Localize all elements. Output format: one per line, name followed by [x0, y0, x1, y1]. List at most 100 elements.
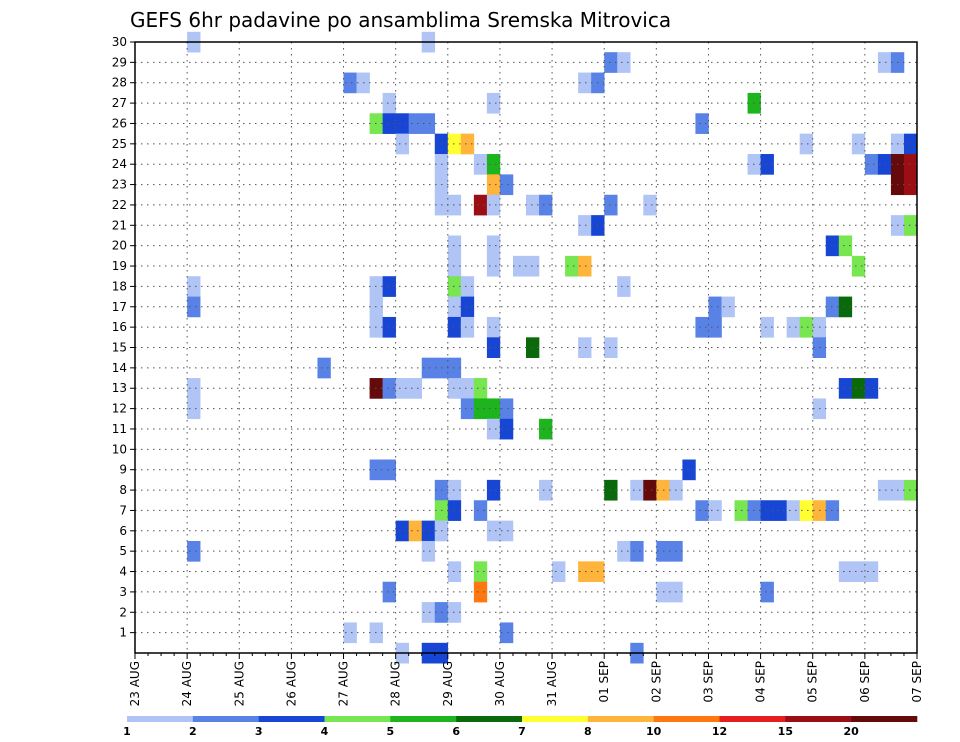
heatmap-cell [460, 133, 475, 155]
y-tick-label: 25 [112, 137, 127, 151]
colorbar-swatch [192, 716, 259, 722]
y-tick-label: 13 [112, 381, 127, 395]
heatmap-cell [851, 133, 866, 155]
x-tick-label: 03 SEP [701, 661, 715, 703]
x-tick-label: 07 SEP [910, 661, 924, 703]
colorbar-label: 2 [189, 725, 197, 738]
heatmap-cell [903, 215, 918, 236]
y-tick-label: 5 [119, 544, 127, 558]
y-tick-label: 30 [112, 35, 127, 49]
colorbar-swatch [324, 716, 391, 722]
heatmap-cell [526, 255, 540, 277]
x-tick-label: 30 AUG [493, 661, 507, 706]
heatmap-cell [382, 92, 396, 114]
heatmap-cell [421, 357, 436, 379]
heatmap-cell [656, 581, 670, 603]
heatmap-cell [604, 337, 618, 358]
heatmap-cell [864, 378, 879, 399]
x-tick-label: 29 AUG [441, 661, 455, 706]
heatmap-cell [708, 296, 722, 318]
heatmap-cell [851, 378, 866, 399]
heatmap-cell [187, 398, 201, 420]
heatmap-cell [486, 194, 501, 216]
y-tick-label: 19 [112, 259, 127, 273]
x-tick-label: 04 SEP [754, 661, 768, 703]
heatmap-cell [799, 316, 814, 338]
heatmap-cell [539, 418, 553, 440]
heatmap-cell [578, 215, 592, 236]
y-tick-label: 17 [112, 300, 127, 314]
heatmap-cell [486, 255, 501, 277]
x-tick-label: 05 SEP [806, 661, 820, 703]
heatmap-cell [382, 113, 396, 134]
x-tick-label: 28 AUG [389, 661, 403, 706]
heatmap-cell [460, 276, 475, 297]
heatmap-cell [460, 378, 475, 399]
heatmap-cell [473, 561, 488, 583]
heatmap-cell [382, 316, 396, 338]
heatmap-cell [604, 194, 618, 216]
heatmap-cell [473, 154, 488, 175]
heatmap-cell [395, 378, 409, 399]
heatmap-cell [499, 520, 514, 542]
heatmap-cell [187, 296, 201, 318]
heatmap-cell [721, 296, 735, 318]
heatmap-cell [695, 113, 709, 134]
colorbar-label: 4 [321, 725, 329, 738]
heatmap-cell [382, 276, 396, 297]
x-tick-label: 24 AUG [180, 661, 194, 706]
heatmap-cell [421, 520, 436, 542]
x-tick-label: 02 SEP [649, 661, 663, 703]
y-tick-label: 20 [112, 239, 127, 253]
colorbar-swatch [785, 716, 852, 722]
heatmap-cell [708, 316, 722, 338]
heatmap-cell [760, 154, 774, 175]
colorbar-swatch [390, 716, 457, 722]
heatmap-cell [786, 316, 800, 338]
heatmap-cell [682, 459, 696, 481]
heatmap-cell [473, 194, 488, 216]
y-tick-label: 22 [112, 198, 127, 212]
heatmap-cell [630, 479, 644, 501]
heatmap-cell [760, 316, 774, 338]
colorbar-swatch [653, 716, 720, 722]
heatmap-cell [786, 500, 800, 521]
heatmap-cell [656, 540, 670, 562]
y-tick-label: 10 [112, 442, 127, 456]
heatmap-cell [486, 520, 501, 542]
heatmap-cells [187, 31, 918, 664]
heatmap-cell [526, 337, 540, 358]
heatmap-cell [838, 235, 853, 257]
x-tick-label: 06 SEP [858, 661, 872, 703]
heatmap-cell [395, 113, 409, 134]
colorbar-swatch [258, 716, 325, 722]
colorbar-swatch [851, 716, 918, 722]
colorbar-label: 12 [712, 725, 727, 738]
colorbar-label: 1 [123, 725, 131, 738]
heatmap-cell [708, 500, 722, 521]
heatmap-cell [552, 561, 566, 583]
colorbar-swatch [456, 716, 523, 722]
colorbar-label: 20 [844, 725, 860, 738]
x-tick-label: 25 AUG [232, 661, 246, 706]
heatmap-cell [486, 398, 501, 420]
y-tick-label: 6 [119, 524, 127, 538]
colorbar-label: 7 [518, 725, 526, 738]
colorbar-label: 6 [452, 725, 460, 738]
heatmap-cell [486, 337, 501, 358]
heatmap-cell [499, 418, 514, 440]
heatmap-cell [473, 500, 488, 521]
colorbar-swatch [587, 716, 654, 722]
heatmap-cell [864, 154, 879, 175]
colorbar-label: 10 [646, 725, 662, 738]
colorbar-label: 8 [584, 725, 592, 738]
heatmap-cell [408, 113, 423, 134]
heatmap-cell [656, 479, 670, 501]
y-tick-label: 3 [119, 585, 127, 599]
heatmap-cell [395, 520, 409, 542]
heatmap-cell [799, 133, 814, 155]
heatmap-cell [578, 255, 592, 277]
heatmap-cell [630, 540, 644, 562]
heatmap-cell [578, 337, 592, 358]
